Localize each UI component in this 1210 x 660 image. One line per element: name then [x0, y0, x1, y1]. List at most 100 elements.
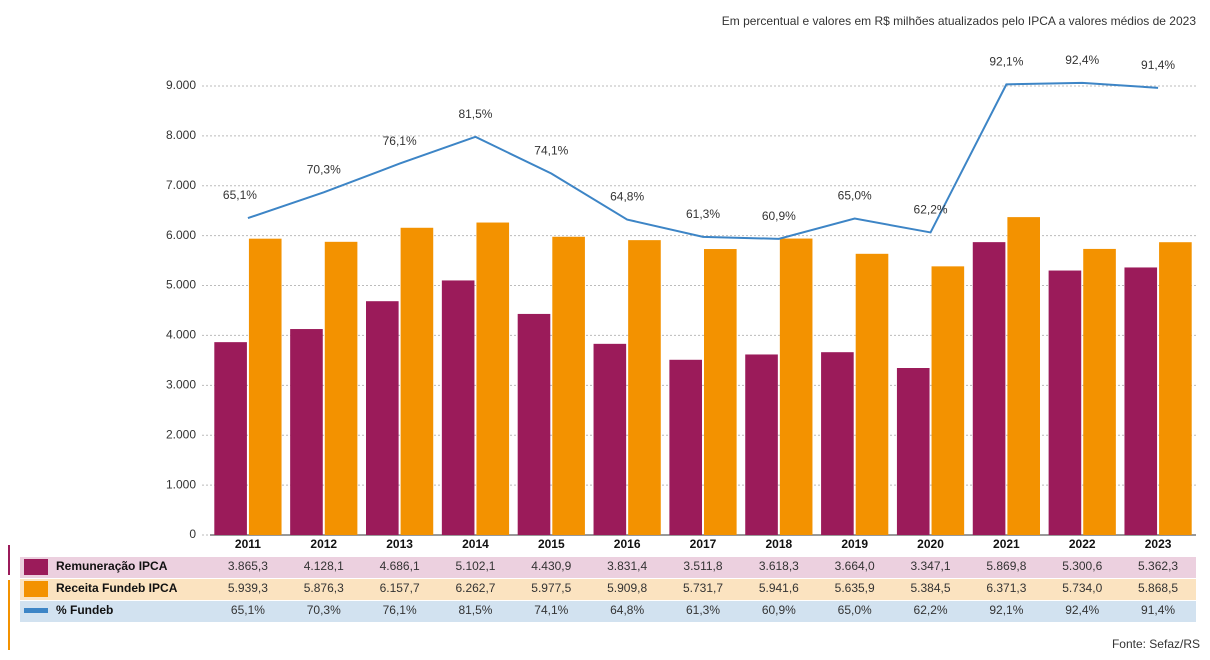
y-tick-label: 7.000 — [166, 178, 196, 192]
bar — [476, 222, 510, 536]
x-tick-label: 2012 — [310, 537, 337, 551]
bar — [704, 249, 737, 535]
table-cell: 6.371,3 — [986, 581, 1026, 595]
table-cell: 5.102,1 — [455, 559, 495, 573]
table-cell: 5.635,9 — [835, 581, 875, 595]
bar — [931, 266, 965, 535]
table-cell: 5.869,8 — [986, 559, 1026, 573]
table-cell: 76,1% — [383, 603, 417, 617]
table-cell: 5.731,7 — [683, 581, 723, 595]
data-label: 92,4% — [1065, 53, 1099, 67]
data-label: 92,1% — [989, 55, 1023, 69]
table-cell: 6.262,7 — [455, 581, 495, 595]
table-cell: 91,4% — [1141, 603, 1175, 617]
data-label: 76,1% — [383, 134, 417, 148]
table-cell: 62,2% — [914, 603, 948, 617]
bar — [248, 238, 282, 535]
x-tick-label: 2020 — [917, 537, 944, 551]
y-tick-label: 9.000 — [166, 78, 196, 92]
data-label: 64,8% — [610, 190, 644, 204]
bar — [324, 241, 358, 535]
y-tick-label: 0 — [189, 527, 196, 541]
table-cell: 3.511,8 — [683, 559, 722, 573]
bar — [214, 342, 247, 535]
bar — [821, 352, 854, 535]
bar — [1007, 217, 1040, 535]
bar — [628, 240, 661, 536]
data-label: 65,0% — [838, 189, 872, 203]
data-label: 74,1% — [534, 144, 568, 158]
row-bg — [20, 557, 1196, 578]
bar — [1083, 248, 1116, 535]
table-cell: 5.941,6 — [759, 581, 799, 595]
table-cell: 4.686,1 — [380, 559, 420, 573]
x-tick-label: 2021 — [993, 537, 1020, 551]
x-tick-label: 2016 — [614, 537, 641, 551]
table-cell: 81,5% — [458, 603, 492, 617]
y-tick-label: 3.000 — [166, 377, 196, 391]
table-cell: 3.664,0 — [835, 559, 875, 573]
bar — [745, 354, 778, 535]
y-tick-label: 2.000 — [166, 427, 196, 441]
x-tick-label: 2022 — [1069, 537, 1096, 551]
x-tick-label: 2017 — [690, 537, 717, 551]
table-cell: 5.876,3 — [304, 581, 344, 595]
subtitle: Em percentual e valores em R$ milhões at… — [722, 14, 1197, 28]
bar — [441, 280, 475, 535]
legend-label: Receita Fundeb IPCA — [56, 581, 178, 595]
data-label: 65,1% — [223, 188, 257, 202]
table-cell: 5.868,5 — [1138, 581, 1178, 595]
y-tick-label: 8.000 — [166, 128, 196, 142]
table-cell: 3.618,3 — [759, 559, 799, 573]
x-tick-label: 2014 — [462, 537, 489, 551]
source: Fonte: Sefaz/RS — [1112, 637, 1200, 651]
bar — [1159, 242, 1192, 535]
data-label: 60,9% — [762, 209, 796, 223]
bar — [290, 329, 323, 535]
bar — [855, 253, 889, 535]
bar — [1124, 267, 1158, 535]
y-tick-label: 5.000 — [166, 278, 196, 292]
bar — [400, 227, 434, 536]
bar — [593, 343, 627, 535]
row-bg — [20, 579, 1196, 600]
table-cell: 5.909,8 — [607, 581, 647, 595]
x-tick-label: 2011 — [235, 537, 261, 551]
row-bg — [20, 601, 1196, 622]
table-cell: 65,0% — [838, 603, 872, 617]
table-cell: 3.831,4 — [607, 559, 647, 573]
table-cell: 92,1% — [989, 603, 1023, 617]
table-cell: 61,3% — [686, 603, 720, 617]
x-tick-label: 2023 — [1145, 537, 1172, 551]
x-tick-label: 2018 — [765, 537, 792, 551]
x-tick-label: 2013 — [386, 537, 413, 551]
data-label: 91,4% — [1141, 58, 1175, 72]
x-tick-label: 2019 — [841, 537, 868, 551]
legend-label: Remuneração IPCA — [56, 559, 168, 573]
data-label: 61,3% — [686, 207, 720, 221]
table-cell: 65,1% — [231, 603, 265, 617]
table-cell: 3.865,3 — [228, 559, 268, 573]
table-cell: 5.977,5 — [531, 581, 571, 595]
table-cell: 6.157,7 — [380, 581, 420, 595]
y-tick-label: 1.000 — [166, 477, 196, 491]
table-cell: 70,3% — [307, 603, 341, 617]
table-cell: 3.347,1 — [911, 559, 951, 573]
table-cell: 64,8% — [610, 603, 644, 617]
data-label: 70,3% — [307, 162, 341, 176]
table-cell: 5.734,0 — [1062, 581, 1102, 595]
table-cell: 74,1% — [534, 603, 568, 617]
line — [247, 81, 1159, 240]
table-cell: 5.300,6 — [1062, 559, 1102, 573]
data-label: 62,2% — [914, 203, 948, 217]
y-tick-label: 6.000 — [166, 228, 196, 242]
legend-swatch — [24, 581, 48, 597]
y-tick-label: 4.000 — [166, 328, 196, 342]
table-cell: 4.430,9 — [531, 559, 571, 573]
legend-swatch — [24, 559, 48, 575]
table-cell: 60,9% — [762, 603, 796, 617]
table-cell: 5.939,3 — [228, 581, 268, 595]
x-tick-label: 2015 — [538, 537, 565, 551]
data-label: 81,5% — [458, 107, 492, 121]
